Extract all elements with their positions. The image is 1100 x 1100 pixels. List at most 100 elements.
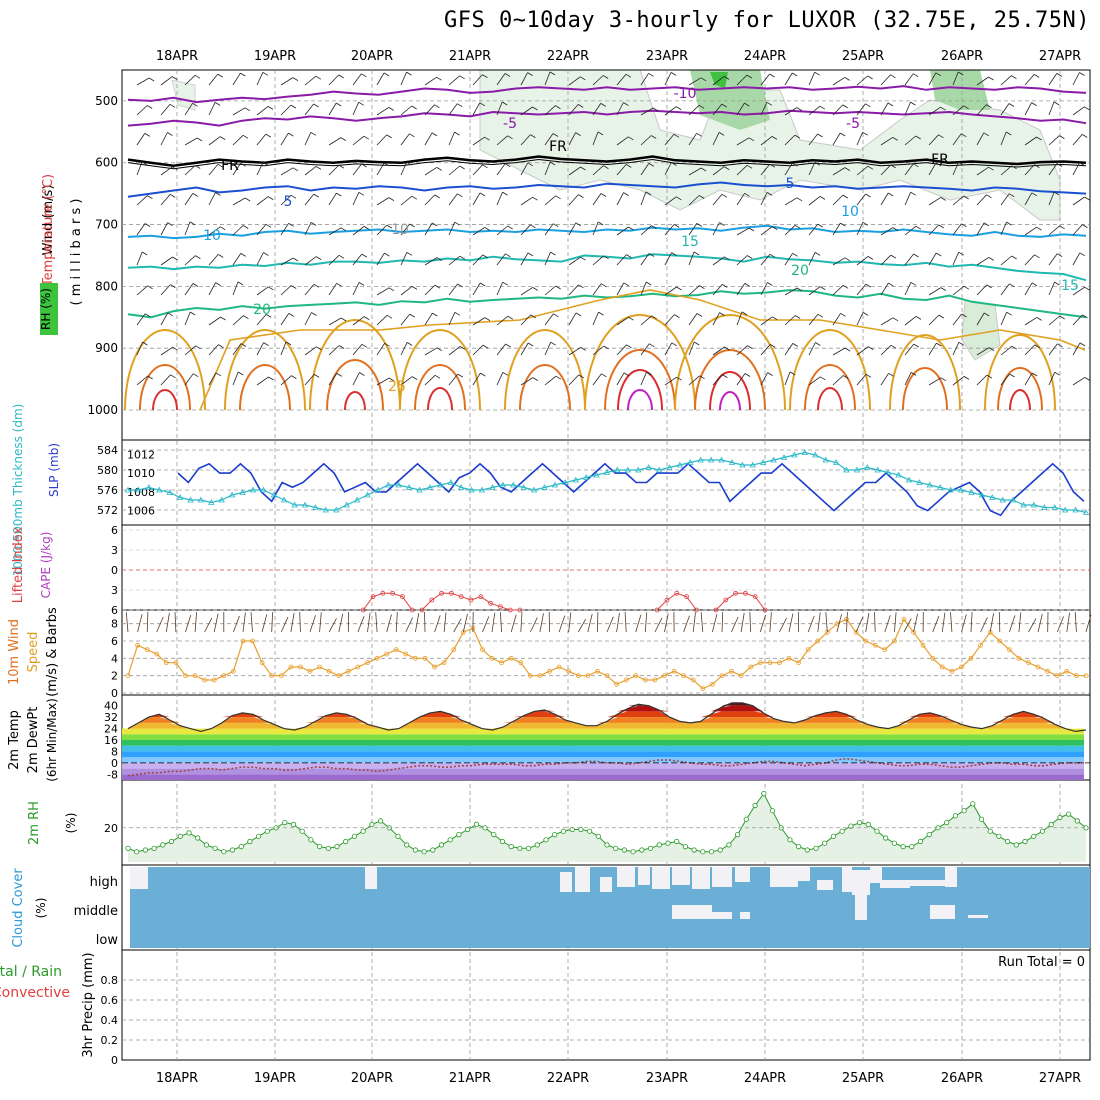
rh-marker bbox=[621, 847, 628, 853]
pressure-tick-label: 500 bbox=[95, 94, 118, 108]
wind-barb bbox=[400, 162, 408, 176]
surface-wind-barb bbox=[874, 611, 876, 633]
temp-tick-label: 0 bbox=[111, 757, 118, 770]
wind-barb bbox=[184, 255, 196, 266]
warm-contour bbox=[139, 364, 191, 411]
wind-barb-flag bbox=[648, 253, 655, 257]
wind-barb-flag bbox=[144, 223, 151, 227]
wind-barb bbox=[208, 136, 221, 146]
wind-barb-flag bbox=[986, 104, 992, 108]
rh-marker bbox=[421, 849, 427, 855]
wind-barb bbox=[496, 372, 504, 386]
wind-barb bbox=[592, 255, 604, 266]
surface-wind-barb bbox=[367, 612, 371, 633]
wind-barb-flag bbox=[555, 195, 561, 200]
temp-color-band bbox=[122, 728, 1084, 735]
wind-barb-flag bbox=[217, 73, 224, 78]
wind-barb bbox=[208, 254, 219, 266]
date-label-bottom: 23APR bbox=[646, 1071, 688, 1086]
thickness-marker bbox=[416, 486, 423, 493]
wind-barb bbox=[304, 103, 314, 116]
wind-barb-flag bbox=[215, 282, 221, 286]
wind-barb bbox=[424, 312, 433, 326]
wind-barb bbox=[808, 376, 821, 386]
wind-barb bbox=[448, 165, 460, 176]
wind-barb bbox=[448, 312, 456, 326]
wind-barb bbox=[808, 223, 819, 236]
wind-barb bbox=[376, 343, 385, 356]
rh-marker bbox=[987, 828, 993, 834]
wind-barb-flag bbox=[867, 75, 873, 80]
wind-barb-flag bbox=[673, 133, 680, 138]
wind-barb-flag bbox=[867, 346, 874, 350]
wind-barb-flag bbox=[723, 76, 730, 80]
wind-barb bbox=[1000, 283, 1010, 296]
rh-marker bbox=[1057, 814, 1063, 821]
surface-wind-barb bbox=[836, 614, 842, 633]
wind-speed-marker bbox=[920, 642, 926, 648]
wind-barb bbox=[136, 375, 148, 386]
wind-barb-flag bbox=[265, 314, 272, 318]
wind-barb bbox=[1072, 196, 1085, 206]
rh-area-medium bbox=[930, 70, 990, 110]
wind-barb bbox=[664, 342, 673, 356]
wind-barb-flag bbox=[671, 252, 677, 256]
thickness-marker bbox=[989, 494, 996, 500]
surface-wind-barb bbox=[453, 618, 462, 633]
wind-speed-marker bbox=[365, 660, 370, 666]
wind-barb-flag bbox=[288, 313, 295, 317]
wind-barb-flag bbox=[628, 136, 634, 141]
thickness-marker bbox=[1041, 504, 1048, 510]
surface-wind-barb bbox=[1085, 614, 1092, 633]
wind-barb bbox=[808, 72, 816, 86]
wind-barb bbox=[904, 135, 916, 146]
wind-barb bbox=[568, 166, 581, 176]
rh-marker bbox=[473, 821, 479, 828]
wind-barb bbox=[688, 375, 700, 386]
thickness-marker bbox=[208, 499, 215, 505]
surface-wind-barb bbox=[865, 613, 870, 633]
wind-barb-flag bbox=[1079, 342, 1086, 347]
wind-barb bbox=[736, 227, 750, 236]
li-tick-label: 3 bbox=[111, 544, 118, 557]
wind-barb-flag bbox=[746, 164, 753, 169]
wind-barb bbox=[640, 281, 647, 296]
wind-barb bbox=[1024, 226, 1037, 236]
wind-barb bbox=[328, 317, 342, 326]
rh-marker bbox=[917, 838, 924, 845]
thickness-marker bbox=[353, 496, 361, 503]
wind-barb bbox=[400, 133, 410, 146]
rh-marker bbox=[604, 842, 610, 848]
rh-marker bbox=[996, 833, 1002, 839]
wind-barb-flag bbox=[839, 132, 846, 137]
wind-barb bbox=[880, 137, 893, 146]
wind-barb-flag bbox=[1079, 72, 1085, 76]
thickness-marker bbox=[707, 456, 715, 463]
date-label-bottom: 22APR bbox=[547, 1071, 589, 1086]
wind-barb-flag bbox=[865, 103, 871, 108]
wind-barb-flag bbox=[771, 226, 778, 230]
wind-barb bbox=[640, 253, 650, 266]
rh-marker bbox=[970, 801, 976, 807]
wind-barb-flag bbox=[313, 374, 320, 378]
lifted-index-marker bbox=[713, 607, 719, 613]
wind-barb bbox=[448, 193, 458, 206]
wind-barb-flag bbox=[386, 134, 392, 139]
warm-contour bbox=[504, 329, 586, 411]
wind-barb-flag bbox=[361, 343, 368, 348]
rh-legend-box bbox=[40, 283, 58, 335]
panel-frame bbox=[121, 439, 1091, 526]
surface-wind-barb bbox=[932, 616, 940, 633]
wind-barb-flag bbox=[844, 257, 851, 262]
wind-barb-flag bbox=[915, 316, 922, 320]
temp-color-band bbox=[122, 762, 1084, 769]
rh-marker bbox=[891, 840, 898, 846]
rh-marker bbox=[613, 845, 619, 851]
rh-marker bbox=[308, 837, 314, 843]
wind-barb-flag bbox=[292, 257, 299, 262]
wind-barb-flag bbox=[171, 76, 178, 80]
wind-barb bbox=[808, 105, 821, 116]
wind-barb bbox=[736, 311, 743, 326]
wind-barb bbox=[1024, 102, 1032, 116]
wind-barb-flag bbox=[363, 226, 370, 230]
